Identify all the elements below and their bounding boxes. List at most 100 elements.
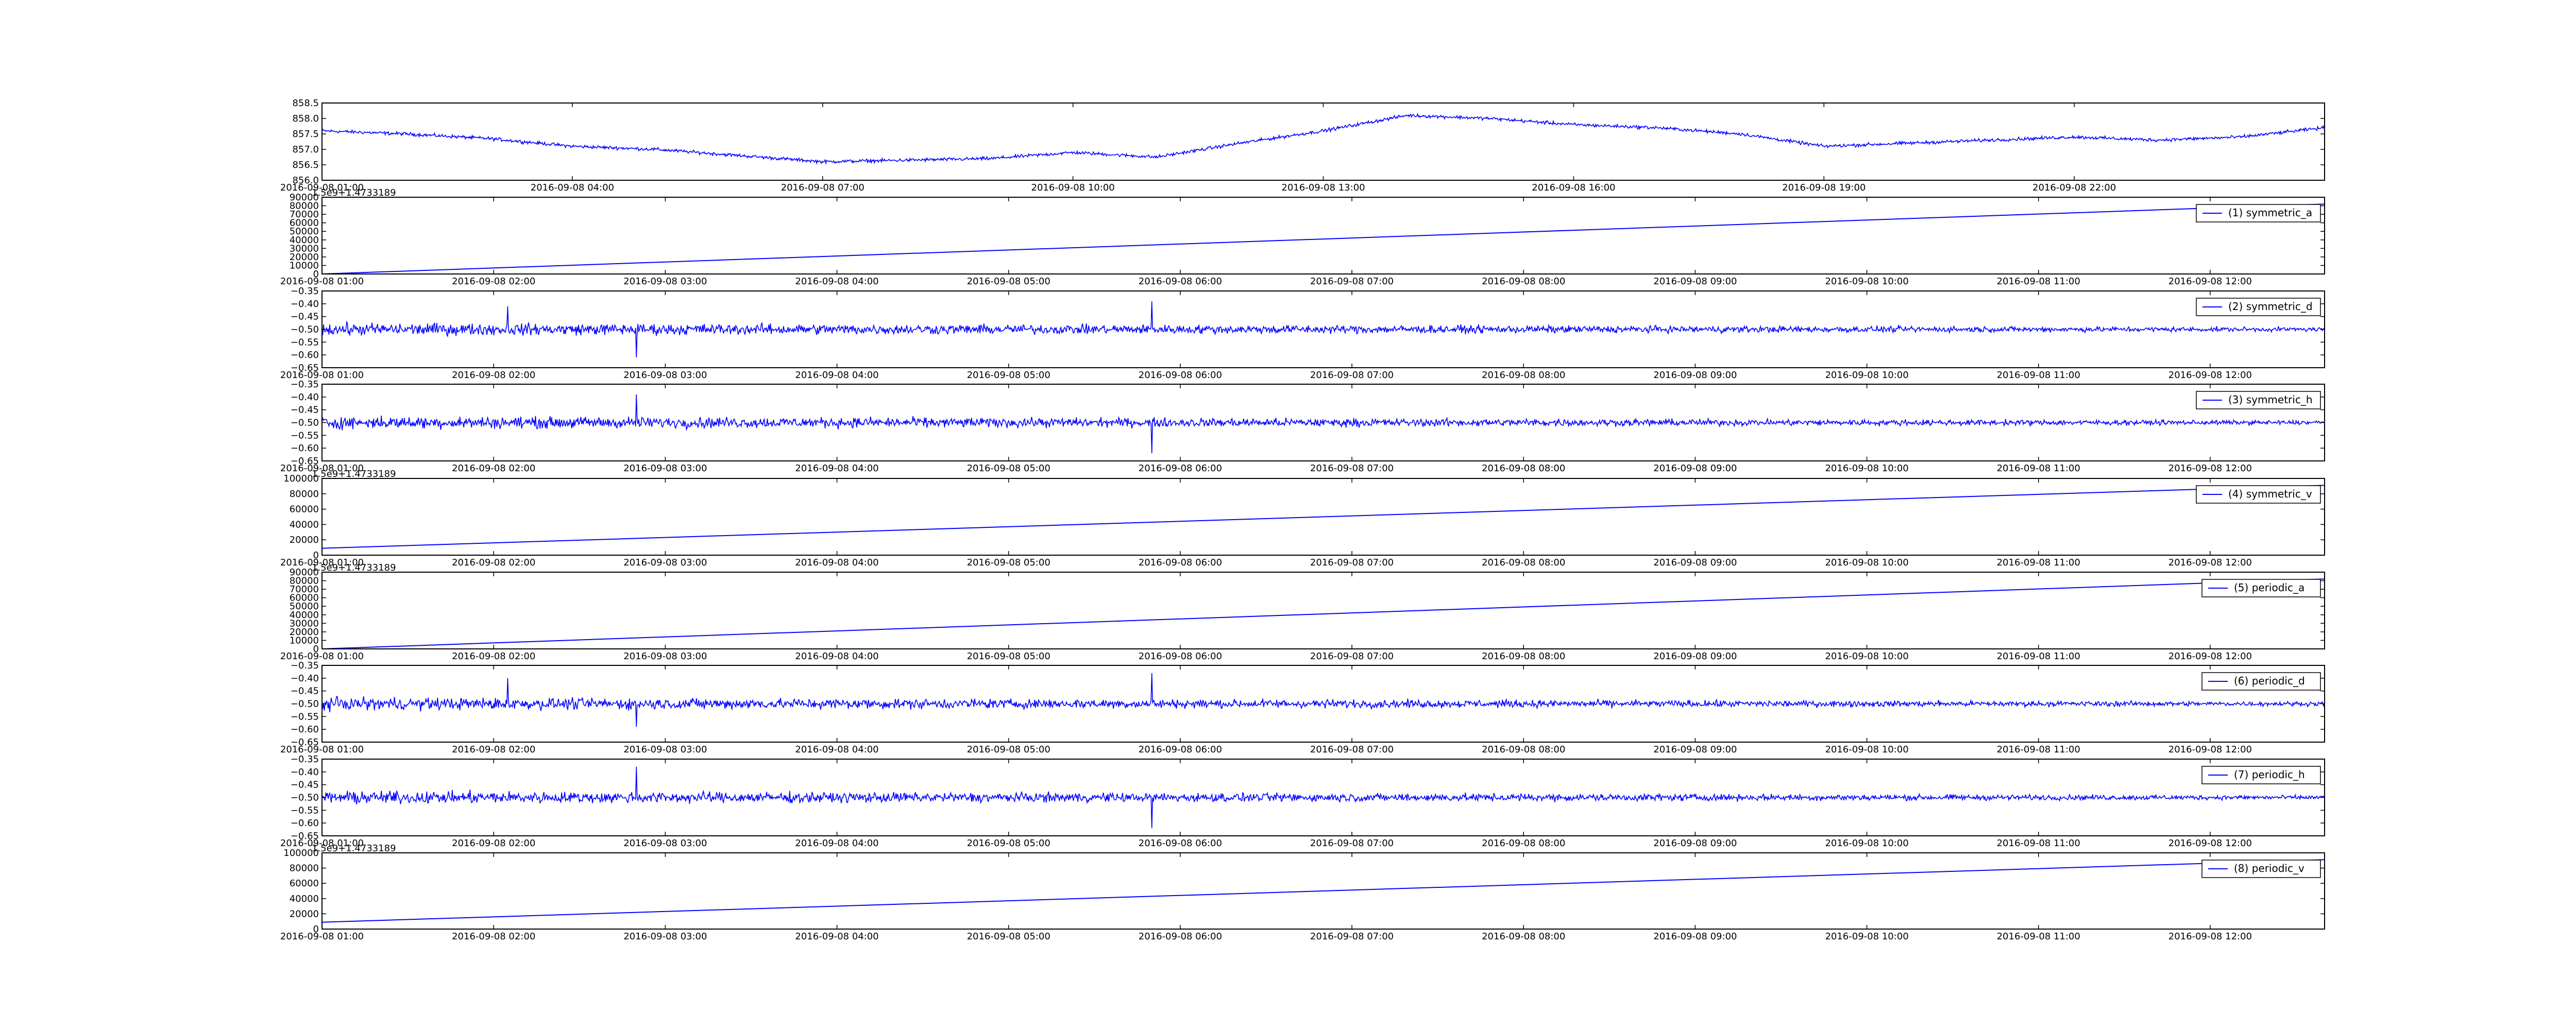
x-tick-label: 2016-09-08 06:00 (1139, 744, 1222, 755)
legend: (2) symmetric_d (2196, 298, 2321, 316)
x-tick-label: 2016-09-08 11:00 (1997, 276, 2080, 287)
x-tick-label: 2016-09-08 03:00 (623, 557, 707, 568)
x-tick-label: 2016-09-08 01:00 (280, 276, 364, 287)
axes-frame (321, 478, 2325, 556)
x-tick-label: 2016-09-08 09:00 (1653, 651, 1737, 662)
x-tick-label: 2016-09-08 04:00 (795, 463, 878, 474)
subplot-8: −0.65 −0.60 −0.55 −0.50 −0.45 −0.40 −0.35 2016-… (280, 754, 2325, 849)
x-tick-label: 2016-09-08 05:00 (967, 838, 1050, 849)
x-tick-label: 2016-09-08 07:00 (1310, 931, 1394, 942)
legend-label: (3) symmetric_h (2228, 393, 2313, 406)
x-tick-label: 2016-09-08 13:00 (1281, 182, 1365, 193)
x-tick-label: 2016-09-08 08:00 (1482, 651, 1565, 662)
x-tick-label: 2016-09-08 10:00 (1825, 744, 1908, 755)
subplot-6: 0100002000030000400005000060000700008000… (280, 562, 2325, 662)
legend-label: (1) symmetric_a (2228, 207, 2312, 219)
x-tick-label: 2016-09-08 10:00 (1825, 931, 1908, 942)
x-tick-label: 2016-09-08 06:00 (1139, 557, 1222, 568)
y-tick-label: 60000 (290, 218, 319, 229)
x-tick-label: 2016-09-08 06:00 (1139, 651, 1222, 662)
x-tick-label: 2016-09-08 09:00 (1653, 557, 1737, 568)
x-tick-label: 2016-09-08 07:00 (1310, 370, 1394, 381)
x-tick-label: 2016-09-08 04:00 (795, 557, 878, 568)
y-tick-label: 856.5 (292, 160, 319, 170)
subplot-3: −0.65 −0.60 −0.55 −0.50 −0.45 −0.40 −0.35 2016-… (280, 286, 2325, 381)
x-tick-label: 2016-09-08 03:00 (623, 463, 707, 474)
y-tick-label: 0 (313, 269, 319, 280)
x-tick-label: 2016-09-08 07:00 (1310, 838, 1394, 849)
legend-label: (8) periodic_v (2234, 862, 2304, 874)
y-tick-label: −0.50 (291, 324, 319, 335)
x-tick-label: 2016-09-08 01:00 (280, 744, 364, 755)
y-tick-label: 0 (313, 550, 319, 561)
x-tick-label: 2016-09-08 11:00 (1997, 557, 2080, 568)
legend: (6) periodic_d (2201, 672, 2321, 691)
axis-offset-label: 1.5e9+1.4733189 (312, 187, 396, 198)
y-tick-label: −0.65 (291, 831, 319, 842)
x-tick-label: 2016-09-08 05:00 (967, 370, 1050, 381)
x-tick-label: 2016-09-08 08:00 (1482, 931, 1565, 942)
y-tick-label: 40000 (290, 610, 319, 621)
y-tick-label: 80000 (290, 489, 319, 500)
x-tick-label: 2016-09-08 12:00 (2168, 651, 2252, 662)
legend-label: (4) symmetric_v (2228, 488, 2312, 500)
x-tick-label: 2016-09-08 02:00 (452, 838, 535, 849)
y-tick-label: −0.65 (291, 456, 319, 467)
legend: (8) periodic_v (2201, 860, 2321, 878)
y-tick-label: −0.50 (291, 418, 319, 428)
x-tick-label: 2016-09-08 07:00 (1310, 557, 1394, 568)
axes-frame (321, 102, 2325, 181)
legend-label: (6) periodic_d (2234, 675, 2305, 687)
x-tick-label: 2016-09-08 12:00 (2168, 463, 2252, 474)
x-tick-label: 2016-09-08 02:00 (452, 557, 535, 568)
y-tick-label: 20000 (290, 252, 319, 263)
x-tick-label: 2016-09-08 12:00 (2168, 931, 2252, 942)
x-tick-label: 2016-09-08 07:00 (1310, 744, 1394, 755)
legend-label: (2) symmetric_d (2228, 300, 2313, 313)
series-line-2 (322, 203, 2325, 274)
y-tick-label: 80000 (290, 576, 319, 587)
x-tick-label: 2016-09-08 11:00 (1997, 931, 2080, 942)
y-tick-label: 60000 (290, 878, 319, 889)
y-tick-label: 30000 (290, 618, 319, 629)
x-tick-label: 2016-09-08 03:00 (623, 276, 707, 287)
x-tick-label: 2016-09-08 08:00 (1482, 838, 1565, 849)
x-tick-label: 2016-09-08 08:00 (1482, 276, 1565, 287)
x-tick-label: 2016-09-08 09:00 (1653, 931, 1737, 942)
x-tick-label: 2016-09-08 02:00 (452, 651, 535, 662)
y-tick-label: 40000 (290, 235, 319, 246)
y-tick-label: 10000 (290, 635, 319, 646)
y-tick-label: 90000 (290, 567, 319, 578)
legend: (1) symmetric_a (2196, 204, 2321, 222)
legend: (3) symmetric_h (2196, 391, 2321, 409)
x-tick-label: 2016-09-08 03:00 (623, 838, 707, 849)
x-tick-label: 2016-09-08 11:00 (1997, 370, 2080, 381)
legend: (5) periodic_a (2201, 579, 2321, 597)
x-tick-label: 2016-09-08 11:00 (1997, 463, 2080, 474)
x-tick-label: 2016-09-08 02:00 (452, 463, 535, 474)
x-tick-label: 2016-09-08 10:00 (1825, 463, 1908, 474)
y-tick-label: 10000 (290, 260, 319, 271)
y-tick-label: −0.45 (291, 405, 319, 416)
series-line-8 (322, 766, 2325, 829)
y-tick-label: 856.0 (292, 175, 319, 186)
x-tick-label: 2016-09-08 09:00 (1653, 276, 1737, 287)
y-tick-label: 858.5 (292, 98, 319, 109)
y-tick-label: 70000 (290, 584, 319, 595)
x-tick-label: 2016-09-08 01:00 (280, 370, 364, 381)
y-tick-label: −0.45 (291, 780, 319, 791)
x-tick-label: 2016-09-08 08:00 (1482, 557, 1565, 568)
x-tick-label: 2016-09-08 09:00 (1653, 463, 1737, 474)
axis-offset-label: 1.5e9+1.4733189 (312, 469, 396, 479)
y-tick-label: −0.55 (291, 805, 319, 816)
x-tick-label: 2016-09-08 06:00 (1139, 463, 1222, 474)
axes-frame (321, 197, 2325, 274)
series-line-9 (322, 859, 2325, 923)
x-tick-label: 2016-09-08 09:00 (1653, 838, 1737, 849)
series-line-5 (322, 485, 2325, 549)
y-tick-label: −0.45 (291, 312, 319, 322)
x-tick-label: 2016-09-08 04:00 (795, 651, 878, 662)
x-tick-label: 2016-09-08 05:00 (967, 557, 1050, 568)
x-tick-label: 2016-09-08 01:00 (280, 182, 364, 193)
